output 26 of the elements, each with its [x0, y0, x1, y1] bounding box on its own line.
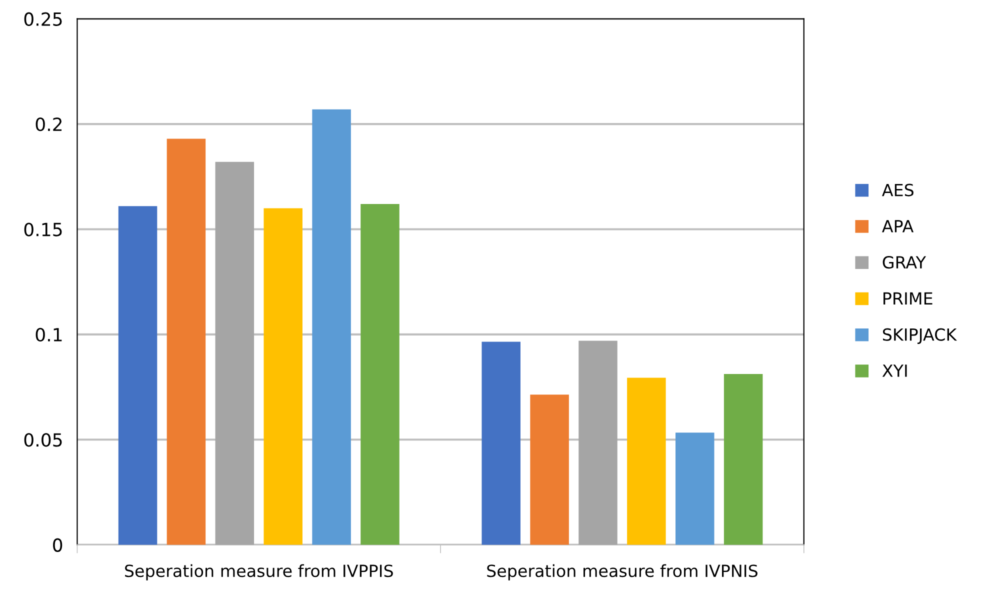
bar	[312, 109, 351, 545]
legend-label: APA	[882, 220, 914, 232]
y-tick-label: 0.05	[24, 433, 62, 447]
legend-label: AES	[882, 184, 914, 196]
legend-label: SKIPJACK	[882, 328, 958, 344]
bar	[676, 432, 714, 545]
y-tick-label: 0	[53, 538, 62, 552]
bar	[264, 208, 302, 545]
bar	[530, 394, 569, 545]
x-tick-label: Seperation measure from IVPNIS	[487, 564, 758, 580]
y-tick-label: 0.25	[24, 12, 62, 26]
legend-label: XYI	[882, 364, 907, 377]
legend-label: GRAY	[882, 256, 926, 269]
y-tick-label: 0.2	[36, 118, 62, 132]
bar	[724, 374, 763, 545]
y-tick-label: 0.15	[24, 222, 62, 236]
bar	[360, 204, 400, 545]
y-tick-label: 0.1	[36, 328, 62, 342]
legend-label: PRIME	[884, 292, 932, 304]
bar	[627, 378, 666, 545]
x-tick-label: Seperation measure from IVPPIS	[125, 564, 393, 580]
bar	[578, 340, 618, 545]
bar	[118, 206, 158, 545]
bar	[166, 138, 206, 545]
bar	[215, 162, 254, 545]
bar	[482, 342, 520, 545]
